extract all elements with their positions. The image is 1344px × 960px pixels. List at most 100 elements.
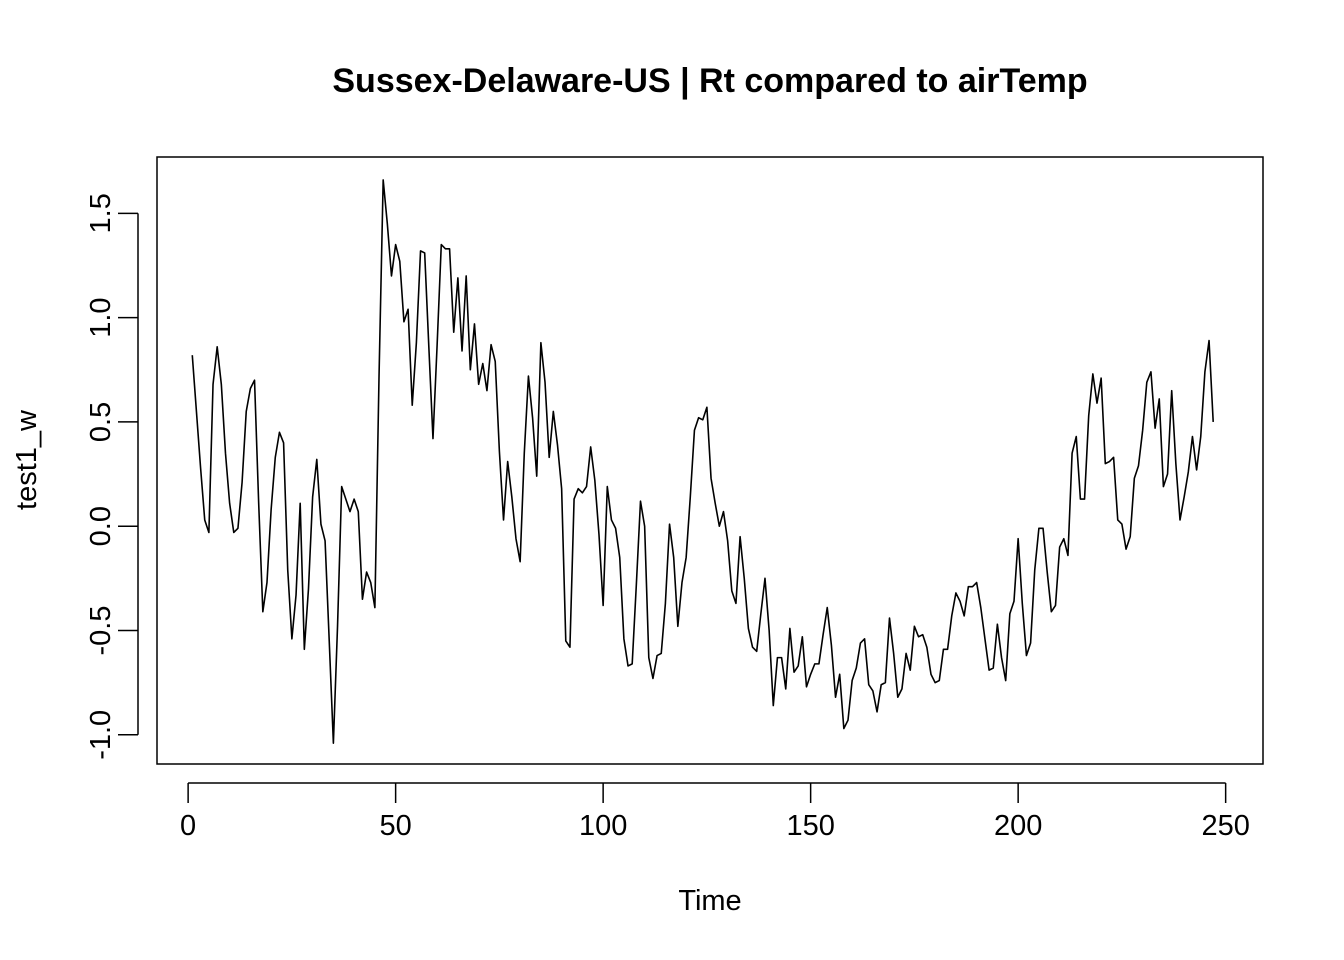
data-point (814, 663, 816, 665)
data-point (274, 457, 276, 459)
data-point (279, 432, 281, 434)
data-point (449, 248, 451, 250)
data-point (216, 346, 218, 348)
data-point (831, 644, 833, 646)
data-point (590, 446, 592, 448)
data-point (702, 419, 704, 421)
data-point (208, 532, 210, 534)
data-point (357, 511, 359, 513)
data-point (486, 390, 488, 392)
data-point (432, 438, 434, 440)
data-point (428, 346, 430, 348)
x-tick-label: 0 (180, 810, 196, 842)
data-point (598, 534, 600, 536)
data-point (420, 250, 422, 252)
data-point (685, 557, 687, 559)
data-point (660, 653, 662, 655)
data-point (1017, 538, 1019, 540)
data-point (972, 586, 974, 588)
data-point (1034, 569, 1036, 571)
data-point (880, 684, 882, 686)
data-point (341, 486, 343, 488)
data-point (494, 361, 496, 363)
data-point (731, 590, 733, 592)
y-tick-label: -0.5 (85, 606, 117, 656)
data-point (976, 582, 978, 584)
data-point (1158, 398, 1160, 400)
data-point (465, 275, 467, 277)
data-point (1067, 555, 1069, 557)
data-point (565, 640, 567, 642)
data-point (1183, 496, 1185, 498)
data-point (573, 498, 575, 500)
data-point (1146, 381, 1148, 383)
data-point (1055, 605, 1057, 607)
data-point (416, 342, 418, 344)
data-point (909, 669, 911, 671)
data-point (1121, 523, 1123, 525)
data-point (482, 363, 484, 365)
data-point (864, 638, 866, 640)
data-point (1204, 371, 1206, 373)
data-point (1113, 457, 1115, 459)
data-point (225, 452, 227, 454)
data-point (681, 582, 683, 584)
y-tick-label: 1.0 (85, 297, 117, 337)
data-point (756, 651, 758, 653)
data-point (250, 388, 252, 390)
data-point (270, 509, 272, 511)
data-point (1200, 436, 1202, 438)
plot-area-frame (156, 156, 1264, 765)
data-point (507, 461, 509, 463)
data-point (636, 584, 638, 586)
data-point (221, 384, 223, 386)
data-point (934, 682, 936, 684)
data-point (839, 674, 841, 676)
data-point (490, 344, 492, 346)
data-point (1009, 613, 1011, 615)
data-point (1154, 427, 1156, 429)
data-point (1038, 527, 1040, 529)
data-point (540, 342, 542, 344)
data-point (1163, 486, 1165, 488)
data-point (212, 384, 214, 386)
y-tick-label: -1.0 (85, 710, 117, 760)
data-point (789, 628, 791, 630)
x-axis-label: Time (678, 885, 741, 917)
data-point (382, 179, 384, 181)
data-point (557, 444, 559, 446)
data-point (885, 682, 887, 684)
data-point (1084, 498, 1086, 500)
data-point (963, 615, 965, 617)
data-point (1129, 536, 1131, 538)
data-point (536, 475, 538, 477)
data-point (283, 442, 285, 444)
data-point (611, 519, 613, 521)
data-point (706, 407, 708, 409)
data-point (714, 502, 716, 504)
data-point (752, 646, 754, 648)
data-point (648, 657, 650, 659)
x-tick-label: 100 (579, 810, 627, 842)
data-point (997, 623, 999, 625)
data-point (569, 646, 571, 648)
data-point (1080, 498, 1082, 500)
data-point (719, 525, 721, 527)
data-point (1059, 546, 1061, 548)
data-point (918, 636, 920, 638)
data-point (781, 657, 783, 659)
data-point (1125, 548, 1127, 550)
y-tick-label: 0.5 (85, 402, 117, 442)
data-point (191, 354, 193, 356)
data-point (631, 663, 633, 665)
data-point (374, 607, 376, 609)
data-point (992, 667, 994, 669)
data-point (851, 680, 853, 682)
data-point (619, 557, 621, 559)
data-point (337, 626, 339, 628)
data-point (793, 671, 795, 673)
data-point (677, 626, 679, 628)
data-point (777, 657, 779, 659)
data-point (1167, 473, 1169, 475)
data-point (623, 638, 625, 640)
